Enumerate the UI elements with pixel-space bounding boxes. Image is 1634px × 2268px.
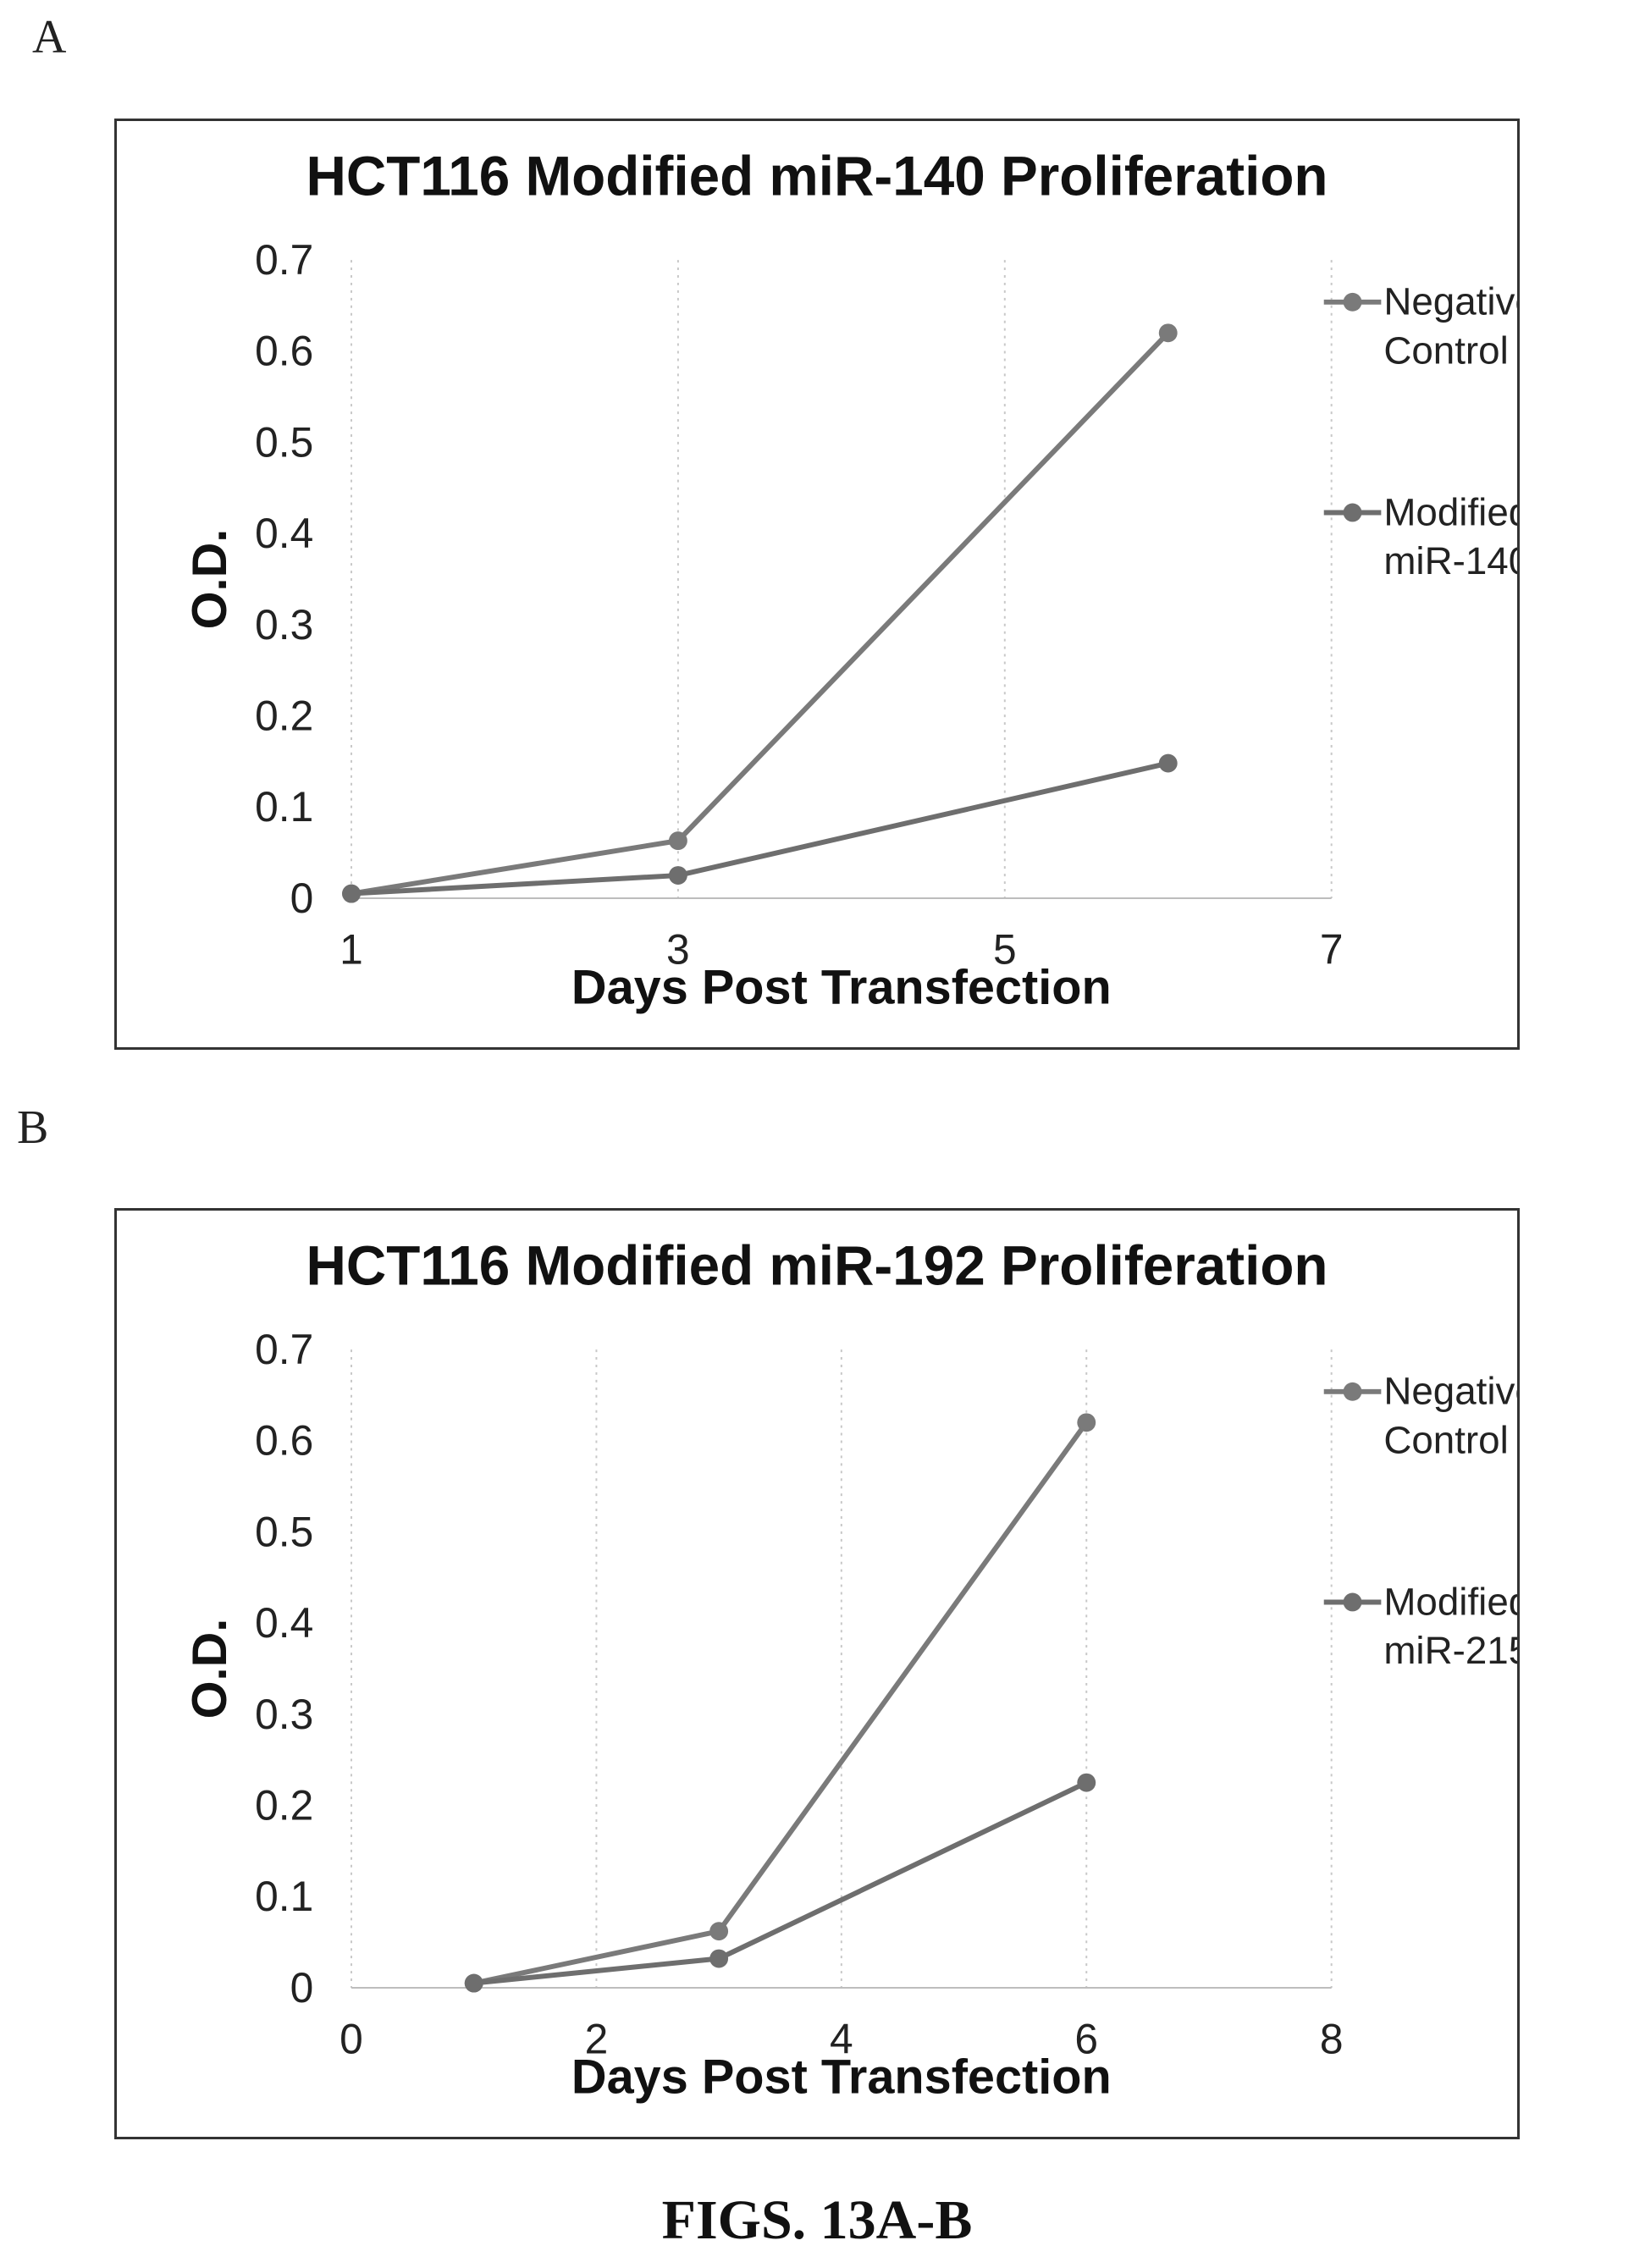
data-point bbox=[342, 884, 361, 903]
data-point bbox=[1077, 1773, 1096, 1792]
x-tick-label: 2 bbox=[585, 2016, 609, 2063]
x-tick-label: 3 bbox=[666, 926, 690, 974]
y-tick-label: 0.5 bbox=[255, 418, 313, 466]
legend-label: Control bbox=[1383, 1418, 1508, 1461]
x-tick-label: 6 bbox=[1074, 2016, 1098, 2063]
y-tick-label: 0.6 bbox=[255, 1417, 313, 1465]
legend-label: miR-140 bbox=[1383, 539, 1517, 582]
legend-label: Modified bbox=[1383, 1580, 1517, 1623]
y-tick-label: 0.4 bbox=[255, 510, 313, 557]
y-axis-title: O.D. bbox=[183, 529, 237, 630]
x-tick-label: 0 bbox=[339, 2016, 363, 2063]
figure-caption: FIGS. 13A-B bbox=[661, 2189, 973, 2251]
y-tick-label: 0.7 bbox=[255, 236, 313, 284]
chart-title: HCT116 Modified miR-140 Proliferation bbox=[306, 146, 1328, 207]
y-tick-label: 0.4 bbox=[255, 1599, 313, 1647]
data-point bbox=[709, 1949, 729, 1968]
y-tick-label: 0.7 bbox=[255, 1326, 313, 1373]
legend-entry: Negative Control bbox=[1323, 1370, 1517, 1461]
legend-swatch-marker bbox=[1343, 292, 1362, 312]
series-line-1 bbox=[473, 1421, 1089, 1986]
data-point bbox=[709, 1922, 729, 1941]
x-axis-title: Days Post Transfection bbox=[571, 2050, 1112, 2104]
legend-swatch-marker bbox=[1343, 1592, 1362, 1612]
x-axis-title: Days Post Transfection bbox=[571, 960, 1112, 1014]
data-point bbox=[464, 1973, 483, 1993]
legend-label: Negative bbox=[1383, 280, 1517, 323]
x-tick-label: 4 bbox=[830, 2016, 853, 2063]
y-tick-label: 0.1 bbox=[255, 1873, 313, 1920]
legend-label: Modified bbox=[1383, 490, 1517, 533]
y-axis-title: O.D. bbox=[183, 1619, 237, 1719]
y-tick-label: 0.3 bbox=[255, 601, 313, 648]
x-tick-label: 5 bbox=[993, 926, 1017, 974]
y-tick-label: 0.2 bbox=[255, 692, 313, 739]
y-tick-label: 0.2 bbox=[255, 1781, 313, 1829]
chart-a-frame: HCT116 Modified miR-140 Proliferation 0 0.… bbox=[114, 119, 1520, 1050]
x-tick-label: 8 bbox=[1320, 2016, 1344, 2063]
series-line-1 bbox=[351, 331, 1170, 897]
legend-entry: Negative Control bbox=[1323, 280, 1517, 372]
legend-swatch-marker bbox=[1343, 503, 1362, 522]
data-point bbox=[1077, 1413, 1096, 1432]
y-tick-label: 0.6 bbox=[255, 328, 313, 375]
series-line-2 bbox=[473, 1780, 1088, 1986]
panel-a-label: A bbox=[32, 11, 67, 63]
y-tick-label: 0.1 bbox=[255, 783, 313, 830]
chart-b: HCT116 Modified miR-192 Proliferation 0 0.… bbox=[183, 1235, 1517, 2105]
y-tick-label: 0.5 bbox=[255, 1508, 313, 1555]
panel-b-label: B bbox=[17, 1101, 49, 1154]
y-tick-label: 0.3 bbox=[255, 1691, 313, 1738]
chart-title: HCT116 Modified miR-192 Proliferation bbox=[306, 1235, 1328, 1297]
legend-label: miR-215 bbox=[1383, 1629, 1517, 1672]
data-point bbox=[1158, 753, 1178, 773]
data-point bbox=[1158, 323, 1178, 343]
legend-label: Negative bbox=[1383, 1370, 1517, 1413]
y-tick-label: 0 bbox=[290, 1964, 314, 2011]
legend-entry: Modified miR-215 bbox=[1323, 1580, 1517, 1672]
x-tick-label: 7 bbox=[1320, 926, 1344, 974]
legend-label: Control bbox=[1383, 328, 1508, 372]
data-point bbox=[668, 831, 687, 851]
chart-a: HCT116 Modified miR-140 Proliferation 0 0.… bbox=[183, 146, 1517, 1015]
x-tick-label: 1 bbox=[339, 926, 363, 974]
chart-b-frame: HCT116 Modified miR-192 Proliferation 0 0.… bbox=[114, 1208, 1520, 2139]
legend-entry: Modified miR-140 bbox=[1323, 490, 1517, 582]
data-point bbox=[668, 866, 687, 885]
y-tick-label: 0 bbox=[290, 875, 314, 922]
legend-swatch-marker bbox=[1343, 1382, 1362, 1401]
